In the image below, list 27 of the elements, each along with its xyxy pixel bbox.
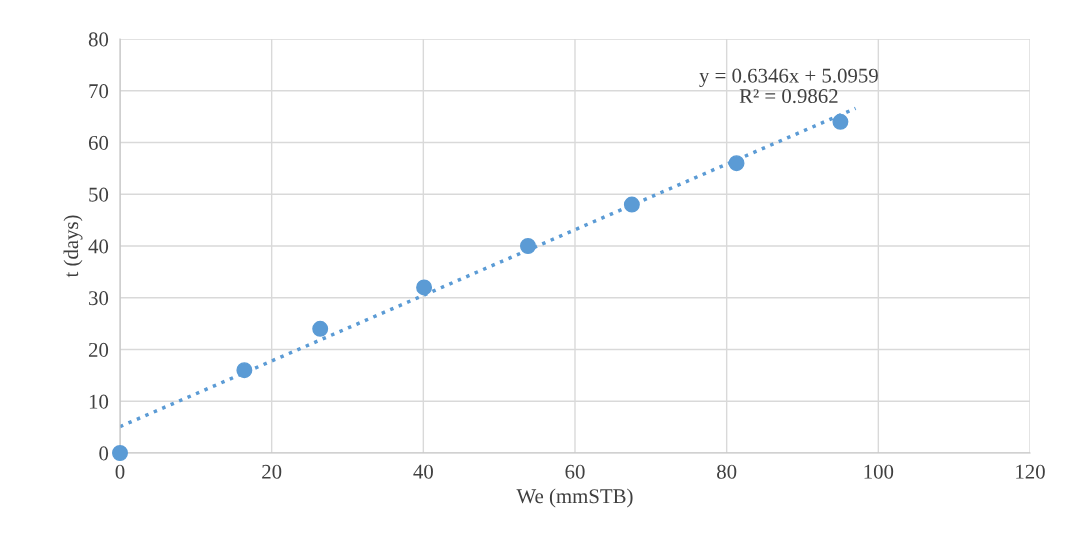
y-tick-label: 20: [88, 342, 109, 357]
x-tick-label: 80: [717, 464, 737, 479]
point: [520, 238, 536, 254]
point: [112, 445, 128, 461]
y-tick-label: 50: [89, 187, 109, 202]
y-tick-label: 80: [88, 32, 109, 47]
x-axis-title: We (mmSTB): [516, 488, 633, 508]
x-tick-label: 20: [262, 464, 282, 479]
point: [623, 196, 640, 213]
y-tick-label: 10: [89, 394, 109, 409]
x-tick-label: 0: [115, 464, 125, 479]
point: [832, 113, 849, 130]
y-tick-label: 30: [89, 291, 109, 306]
point: [416, 279, 433, 296]
annotation: y = 0.6346x + 5.0959 R² = 0.9862: [699, 68, 878, 104]
x-tick-label: 100: [864, 464, 894, 479]
y-axis-title: t (days): [63, 215, 83, 278]
point: [312, 320, 329, 337]
x-tick-label: 60: [565, 464, 585, 479]
x-tick-label: 40: [413, 464, 433, 479]
point: [236, 362, 253, 379]
x-tick-label: 120: [1016, 464, 1045, 479]
y-tick-label: 40: [88, 239, 109, 254]
point: [728, 155, 745, 172]
y-tick-label: 60: [88, 135, 109, 150]
y-tick-label: 0: [99, 446, 109, 461]
y-tick-label: 70: [89, 84, 109, 99]
